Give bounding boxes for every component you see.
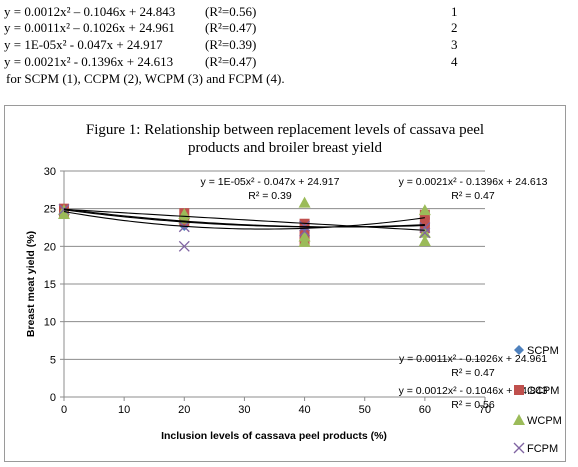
- trendline-r-squared: R² = 0.47: [451, 190, 495, 202]
- chart-title-line2: products and broiler breast yield: [188, 140, 383, 156]
- equation-text: y = 0.0012x² – 0.1046x + 24.843: [4, 4, 176, 19]
- x-tick-label: 70: [479, 404, 491, 416]
- legend-wcpm-marker: [513, 414, 525, 425]
- fcpm-point: [178, 240, 190, 252]
- legend-scpm-marker: [514, 345, 524, 355]
- legend-ccpm-label: CCPM: [527, 385, 559, 397]
- wcpm-point: [58, 207, 70, 219]
- equation-number: 4: [451, 54, 458, 69]
- y-tick-label: 15: [44, 279, 56, 291]
- x-tick-label: 0: [61, 404, 67, 416]
- wcpm-point: [298, 196, 311, 208]
- equation-text: y = 0.0021x² - 0.1396x + 24.613: [4, 54, 174, 69]
- fcpm-point: [419, 222, 431, 233]
- trendline-r-squared: R² = 0.56: [451, 399, 495, 411]
- fcpm-trendline: [63, 211, 425, 230]
- equation-r-squared: (R²=0.47): [205, 20, 257, 35]
- equation-text: y = 1E-05x² - 0.047x + 24.917: [4, 37, 163, 52]
- x-tick-label: 50: [359, 404, 371, 416]
- x-tick-label: 10: [118, 404, 130, 416]
- chart-title-line1: Figure 1: Relationship between replaceme…: [86, 122, 484, 138]
- ccpm-point: [419, 216, 430, 227]
- equation-text: y = 0.0011x² – 0.1026x + 24.961: [4, 20, 175, 35]
- equation-caption: for SCPM (1), CCPM (2), WCPM (3) and FCP…: [6, 71, 285, 86]
- y-tick-label: 0: [50, 392, 56, 404]
- x-tick-label: 20: [178, 404, 190, 416]
- chart-frame: Figure 1: Relationship between replaceme…: [4, 105, 566, 462]
- equation-r-squared: (R²=0.39): [205, 37, 257, 52]
- x-tick-label: 40: [298, 404, 310, 416]
- y-tick-label: 10: [44, 317, 56, 329]
- equation-r-squared: (R²=0.56): [205, 4, 257, 19]
- y-tick-label: 25: [44, 204, 56, 216]
- wcpm-point: [298, 235, 311, 247]
- x-tick-label: 60: [419, 404, 431, 416]
- legend-fcpm-marker: [513, 442, 525, 454]
- chart: Figure 1: Relationship between replaceme…: [25, 122, 562, 455]
- fcpm-point: [419, 227, 431, 239]
- y-tick-label: 5: [50, 354, 56, 366]
- x-axis-label: Inclusion levels of cassava peel product…: [161, 430, 387, 442]
- equation-number: 2: [451, 20, 458, 35]
- wcpm-trendline: [63, 208, 425, 231]
- wcpm-point: [418, 235, 431, 247]
- trendline-r-squared: R² = 0.47: [451, 367, 495, 379]
- trendline-r-squared: R² = 0.39: [248, 190, 292, 202]
- wcpm-point: [418, 204, 431, 216]
- trendline-equation: y = 0.0011x² - 0.1026x + 24.961: [399, 353, 547, 365]
- trendline-equation: y = 1E-05x² - 0.047x + 24.917: [201, 176, 340, 188]
- x-tick-label: 30: [238, 404, 250, 416]
- equation-number: 3: [451, 37, 458, 52]
- equation-r-squared: (R²=0.47): [205, 54, 257, 69]
- legend-scpm-label: SCPM: [527, 345, 559, 357]
- trendline-equation: y = 0.0012x² - 0.1046x + 24.843: [399, 385, 548, 397]
- trendline-equation: y = 0.0021x² - 0.1396x + 24.613: [399, 176, 548, 188]
- y-axis-label: Breast meat yield (%): [25, 231, 37, 337]
- equation-number: 1: [451, 4, 458, 19]
- legend-fcpm-label: FCPM: [527, 443, 558, 455]
- y-tick-label: 30: [44, 166, 56, 178]
- legend-wcpm-label: WCPM: [527, 415, 562, 427]
- y-tick-label: 20: [44, 241, 56, 253]
- legend-ccpm-marker: [514, 385, 524, 395]
